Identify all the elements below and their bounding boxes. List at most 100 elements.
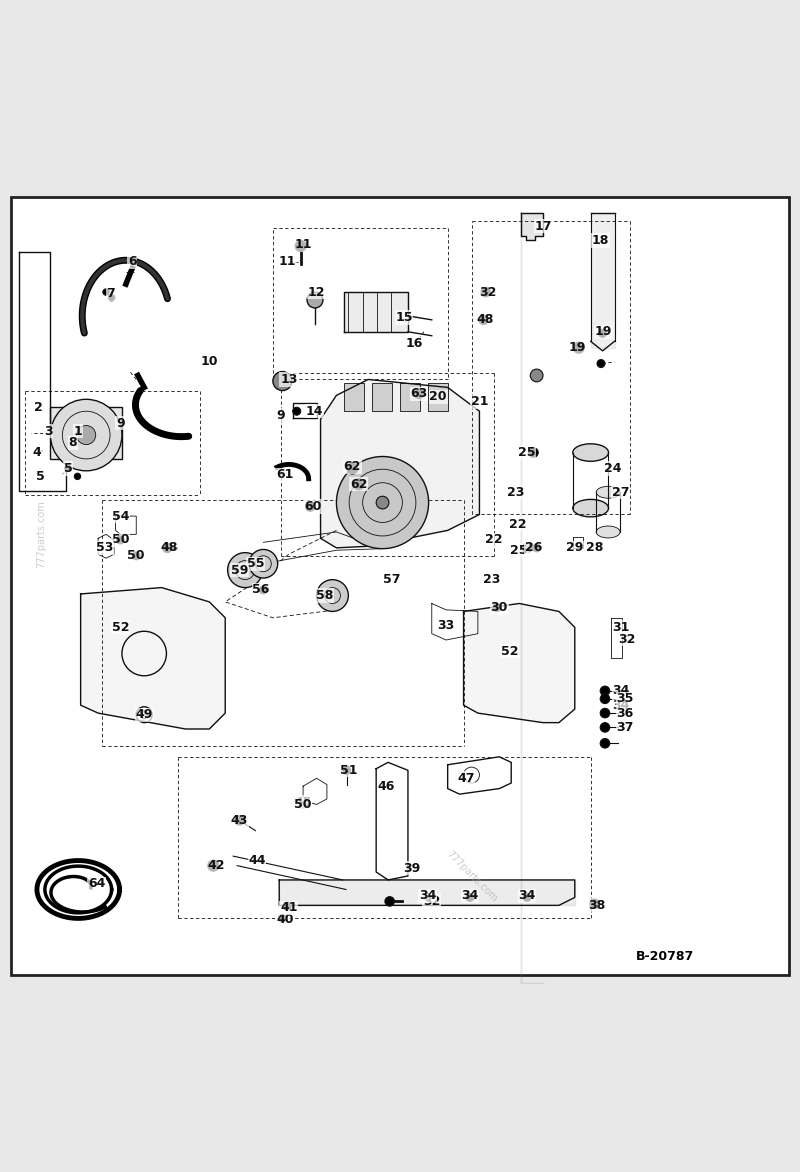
Text: 25: 25: [510, 544, 528, 557]
Circle shape: [77, 425, 96, 444]
Bar: [372, 383, 392, 411]
Text: 12: 12: [308, 286, 326, 299]
Circle shape: [600, 686, 610, 696]
Text: 9: 9: [116, 416, 125, 430]
Circle shape: [529, 448, 538, 457]
Ellipse shape: [596, 486, 620, 498]
Text: 33: 33: [438, 619, 454, 632]
Circle shape: [573, 342, 584, 353]
Circle shape: [249, 550, 278, 578]
Text: 50: 50: [294, 798, 312, 811]
Circle shape: [343, 766, 350, 775]
Text: 34: 34: [612, 699, 630, 711]
Text: 16: 16: [406, 338, 423, 350]
Circle shape: [317, 580, 348, 612]
Text: 48: 48: [161, 541, 178, 554]
Ellipse shape: [596, 526, 620, 538]
Text: 32: 32: [618, 633, 635, 646]
Text: 22: 22: [509, 518, 526, 531]
Circle shape: [234, 816, 244, 825]
Text: 62: 62: [350, 478, 367, 491]
Text: 40: 40: [276, 913, 294, 926]
Circle shape: [162, 543, 172, 553]
Text: 60: 60: [304, 500, 322, 513]
Bar: [50, 407, 122, 459]
Text: 29: 29: [566, 541, 583, 554]
Text: 52: 52: [112, 621, 129, 634]
Text: 57: 57: [383, 573, 401, 586]
Text: 47: 47: [457, 771, 474, 785]
Text: 43: 43: [231, 813, 248, 827]
Text: 32: 32: [423, 895, 441, 908]
Text: 9: 9: [277, 409, 285, 422]
Ellipse shape: [573, 444, 609, 462]
Text: 3: 3: [44, 424, 52, 437]
Circle shape: [337, 457, 429, 548]
Text: 5: 5: [36, 470, 45, 483]
Polygon shape: [321, 380, 479, 547]
Circle shape: [299, 800, 307, 809]
Text: 45: 45: [294, 796, 312, 809]
Text: 64: 64: [88, 878, 106, 891]
Text: 777parts.com: 777parts.com: [444, 849, 499, 904]
Bar: [428, 383, 448, 411]
Circle shape: [600, 738, 610, 748]
Text: 5: 5: [63, 462, 72, 475]
Text: 19: 19: [569, 341, 586, 354]
Text: 44: 44: [248, 853, 266, 866]
Circle shape: [50, 400, 122, 471]
Text: 13: 13: [280, 373, 298, 386]
Text: 14: 14: [306, 404, 323, 417]
Circle shape: [598, 329, 606, 338]
Text: 11: 11: [278, 255, 296, 268]
Circle shape: [208, 860, 219, 871]
Circle shape: [228, 553, 262, 587]
Text: 6: 6: [128, 255, 137, 268]
Circle shape: [478, 315, 488, 325]
Text: 4: 4: [33, 447, 42, 459]
Text: 15: 15: [395, 311, 413, 323]
Circle shape: [116, 536, 124, 544]
Text: 777parts.com: 777parts.com: [36, 500, 46, 568]
Text: 1: 1: [74, 424, 82, 437]
Circle shape: [103, 288, 110, 295]
Text: 56: 56: [252, 584, 270, 597]
Text: 34: 34: [612, 684, 630, 697]
Circle shape: [293, 407, 301, 415]
Text: 8: 8: [68, 436, 77, 450]
Text: 55: 55: [246, 557, 264, 571]
Text: 50: 50: [127, 550, 145, 563]
Text: 35: 35: [616, 693, 634, 706]
Circle shape: [132, 552, 140, 560]
Ellipse shape: [573, 499, 609, 517]
Text: 30: 30: [490, 601, 508, 614]
Text: 21: 21: [470, 395, 488, 408]
Text: 63: 63: [410, 387, 428, 401]
Text: 18: 18: [591, 234, 609, 247]
Text: 26: 26: [525, 541, 542, 554]
Text: 48: 48: [476, 313, 494, 326]
Text: 20: 20: [430, 390, 447, 403]
Text: 42: 42: [207, 859, 225, 872]
Text: 46: 46: [378, 779, 395, 792]
Text: 28: 28: [586, 541, 603, 554]
Circle shape: [523, 893, 531, 901]
Text: 34: 34: [518, 890, 536, 902]
Text: 34: 34: [462, 890, 478, 902]
Circle shape: [590, 899, 599, 908]
Text: 32: 32: [478, 286, 496, 299]
Text: 27: 27: [612, 485, 630, 499]
Text: 51: 51: [340, 764, 357, 777]
Text: 10: 10: [201, 355, 218, 368]
Polygon shape: [463, 604, 574, 723]
Circle shape: [530, 369, 543, 382]
Circle shape: [109, 294, 114, 301]
Circle shape: [522, 543, 532, 553]
Text: 19: 19: [594, 326, 612, 339]
Circle shape: [493, 604, 501, 612]
Polygon shape: [81, 587, 226, 729]
Text: 36: 36: [616, 707, 634, 720]
Text: 7: 7: [106, 287, 115, 300]
Circle shape: [273, 372, 292, 390]
Text: 58: 58: [316, 590, 334, 602]
